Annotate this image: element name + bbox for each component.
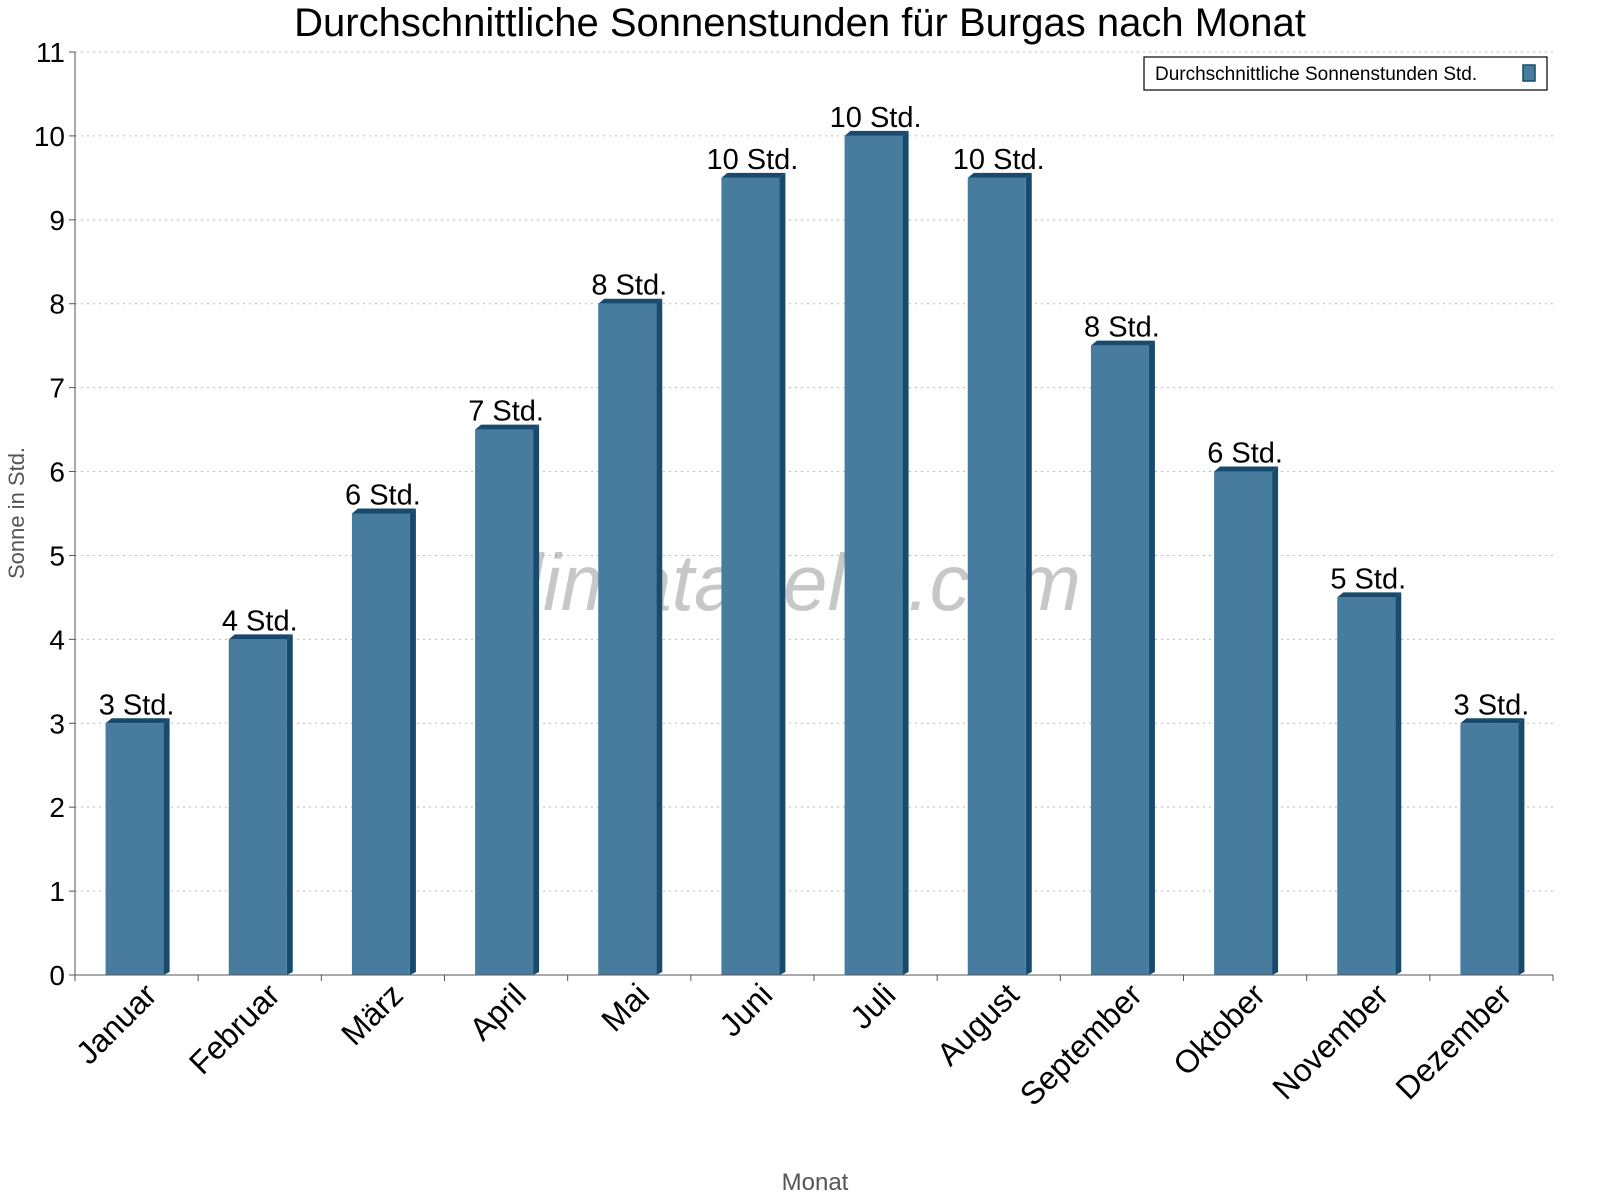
data-label: 5 Std. [1330, 563, 1406, 595]
bar-side [533, 424, 540, 975]
data-label: 6 Std. [345, 480, 421, 512]
x-tick-label: Januar [69, 976, 164, 1071]
bar [598, 303, 657, 975]
y-tick-label: 2 [49, 792, 65, 823]
bar-top [351, 508, 416, 514]
bar [228, 639, 287, 975]
x-tick-label: März [334, 976, 410, 1052]
bar-side [902, 130, 909, 976]
y-tick-label: 9 [49, 205, 65, 236]
bar [1460, 723, 1519, 975]
y-tick-label: 3 [49, 708, 65, 739]
bar-side [163, 718, 170, 975]
bar-side [1148, 340, 1155, 975]
bar-side [1025, 172, 1032, 975]
x-tick-label: Oktober [1166, 976, 1272, 1082]
bar [475, 429, 534, 975]
x-tick-label: April [462, 976, 533, 1047]
x-tick-label: Februar [182, 976, 287, 1081]
bar-top [967, 172, 1032, 178]
x-tick-label: September [1013, 976, 1149, 1112]
bar [721, 177, 780, 975]
legend-swatch [1522, 64, 1536, 82]
y-tick-label: 6 [49, 457, 65, 488]
x-axis-label: Monat [782, 1169, 849, 1196]
bar-side [1272, 466, 1279, 975]
y-tick-label: 7 [49, 373, 65, 404]
bar-top [228, 634, 293, 640]
bar-side [409, 508, 416, 975]
bars: 3 Std. 4 Std. 6 Std. 7 Std. 8 Std. 10 Std. 10 … [99, 102, 1530, 976]
data-label: 7 Std. [468, 396, 544, 428]
bar-top [475, 424, 540, 430]
bar [967, 177, 1026, 975]
bar [1214, 471, 1273, 975]
data-label: 10 Std. [706, 144, 798, 176]
legend-label: Durchschnittliche Sonnenstunden Std. [1155, 64, 1477, 85]
data-label: 4 Std. [222, 605, 298, 637]
bar-top [1337, 592, 1402, 598]
bar-side [1395, 592, 1402, 975]
legend: Durchschnittliche Sonnenstunden Std. [1143, 56, 1548, 91]
x-tick-label: Juli [843, 976, 902, 1035]
x-tick-label: Mai [594, 976, 656, 1038]
x-tick-label: November [1265, 976, 1395, 1106]
legend-box [1143, 56, 1548, 91]
bar-side [779, 172, 786, 975]
bar-top [1214, 466, 1279, 472]
bar-top [721, 172, 786, 178]
bar-top [105, 718, 170, 724]
bar-side [286, 634, 293, 975]
data-label: 3 Std. [99, 689, 175, 721]
x-tick-label: Juni [712, 976, 779, 1043]
bar-side [1518, 718, 1525, 975]
data-label: 6 Std. [1207, 438, 1283, 470]
y-tick-label: 10 [34, 121, 65, 152]
x-tick-label: Dezember [1389, 976, 1519, 1106]
data-label: 10 Std. [953, 144, 1045, 176]
y-tick-label: 1 [49, 876, 65, 907]
bar [1090, 345, 1149, 975]
y-tick-label: 11 [36, 37, 65, 68]
gridlines [75, 51, 1553, 892]
bar-top [1460, 718, 1525, 724]
data-label: 3 Std. [1454, 689, 1530, 721]
bar [844, 135, 903, 976]
y-tick-label: 5 [49, 540, 65, 571]
y-tick-label: 4 [49, 624, 65, 655]
y-tick-label: 0 [49, 960, 65, 991]
x-tick-label: August [930, 976, 1026, 1072]
bar-side [656, 298, 663, 975]
bar-top [598, 298, 663, 304]
chart-title: Durchschnittliche Sonnenstunden für Burg… [294, 1, 1306, 45]
bar [105, 723, 164, 975]
bar [351, 513, 410, 975]
data-label: 8 Std. [591, 270, 667, 302]
y-tick-label: 8 [49, 289, 65, 320]
bar-top [1090, 340, 1155, 346]
data-label: 10 Std. [830, 102, 922, 134]
bar-top [844, 130, 909, 136]
data-label: 8 Std. [1084, 312, 1160, 344]
y-axis-label: Sonne in Std. [4, 447, 29, 579]
bar [1337, 597, 1396, 975]
